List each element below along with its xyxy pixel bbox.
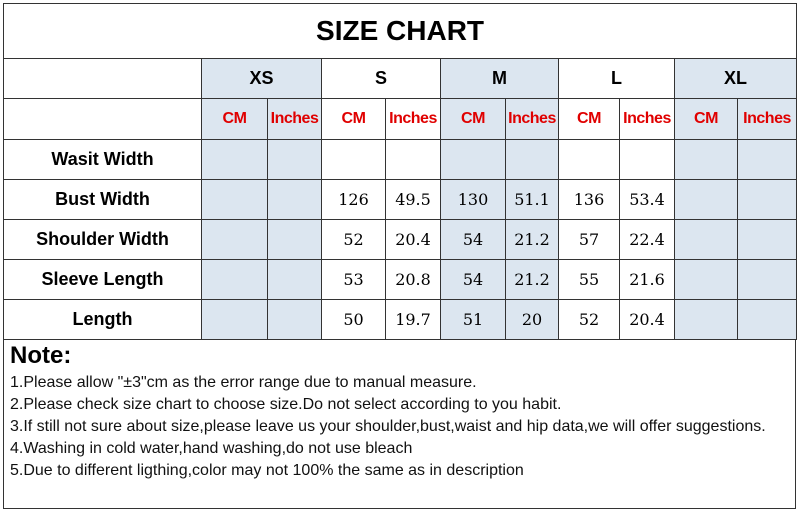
note-line: 3.If still not sure about size,please le… [10,418,766,435]
unit-header-cm: CM [674,98,738,140]
table-cell: 52 [321,219,386,260]
table-cell [201,299,268,340]
table-cell: 130 [440,179,506,220]
table-cell [619,139,675,180]
table-cell [201,219,268,260]
size-header-s: S [321,58,441,99]
row-label: Shoulder Width [3,219,202,260]
unit-header-cm: CM [201,98,268,140]
table-cell [736,139,798,180]
row-label: Sleeve Length [3,259,202,300]
table-cell: 54 [440,219,506,260]
table-cell [736,219,798,260]
table-cell: 50 [321,299,386,340]
table-row: Shoulder Width 52 20.4 54 21.2 57 22.4 [3,219,798,260]
unit-header-inches: Inches [736,98,798,140]
empty-cell [3,58,202,99]
unit-header-inches: Inches [619,98,675,140]
table-cell: 19.7 [385,299,441,340]
notes-section: Note: 1.Please allow "±3"cm as the error… [3,340,796,509]
table-cell [505,139,559,180]
table-cell [267,299,322,340]
table-cell [267,179,322,220]
table-cell [736,299,798,340]
table-cell [267,259,322,300]
unit-header-inches: Inches [267,98,322,140]
table-cell [267,219,322,260]
table-cell: 21.2 [505,259,559,300]
table-cell: 20 [505,299,559,340]
table-cell: 21.2 [505,219,559,260]
table-cell [674,259,738,300]
table-cell: 55 [558,259,620,300]
table-cell [558,139,620,180]
table-cell: 51 [440,299,506,340]
table-cell: 126 [321,179,386,220]
note-line: 1.Please allow "±3"cm as the error range… [10,374,477,391]
size-header-xs: XS [201,58,322,99]
empty-cell [3,98,202,140]
unit-header-cm: CM [558,98,620,140]
table-cell [321,139,386,180]
note-heading: Note: [10,342,72,369]
table-row: Sleeve Length 53 20.8 54 21.2 55 21.6 [3,259,798,300]
row-label: Wasit Width [3,139,202,180]
table-cell: 22.4 [619,219,675,260]
unit-header-cm: CM [321,98,386,140]
table-cell [674,179,738,220]
unit-header-inches: Inches [505,98,559,140]
table-cell: 21.6 [619,259,675,300]
table-cell [201,139,268,180]
table-cell [201,179,268,220]
table-cell [267,139,322,180]
row-label: Bust Width [3,179,202,220]
table-row: Length 50 19.7 51 20 52 20.4 [3,299,798,340]
table-cell: 20.4 [385,219,441,260]
note-line: 5.Due to different ligthing,color may no… [10,462,524,479]
table-cell [440,139,506,180]
table-cell: 53 [321,259,386,300]
table-row: Bust Width 126 49.5 130 51.1 136 53.4 [3,179,798,220]
table-cell [385,139,441,180]
table-cell [736,259,798,300]
table-cell: 57 [558,219,620,260]
note-line: 2.Please check size chart to choose size… [10,396,562,413]
table-cell: 52 [558,299,620,340]
table-cell: 136 [558,179,620,220]
page-title: SIZE CHART [2,3,798,59]
table-cell [201,259,268,300]
table-cell: 51.1 [505,179,559,220]
unit-header-cm: CM [440,98,506,140]
row-label: Length [3,299,202,340]
unit-header-inches: Inches [385,98,441,140]
size-header-m: M [440,58,559,99]
table-cell [736,179,798,220]
size-chart-table: SIZE CHART XS S M L XL CM Inches CM Inches CM Inc… [2,3,798,340]
table-cell: 20.4 [619,299,675,340]
size-header-xl: XL [673,58,798,99]
table-cell: 53.4 [619,179,675,220]
table-cell: 20.8 [385,259,441,300]
table-cell: 49.5 [385,179,441,220]
table-cell [674,219,738,260]
note-line: 4.Washing in cold water,hand washing,do … [10,440,413,457]
table-cell: 54 [440,259,506,300]
table-row: Wasit Width [3,139,798,180]
table-cell [674,299,738,340]
size-header-l: L [558,58,675,99]
table-cell [674,139,738,180]
